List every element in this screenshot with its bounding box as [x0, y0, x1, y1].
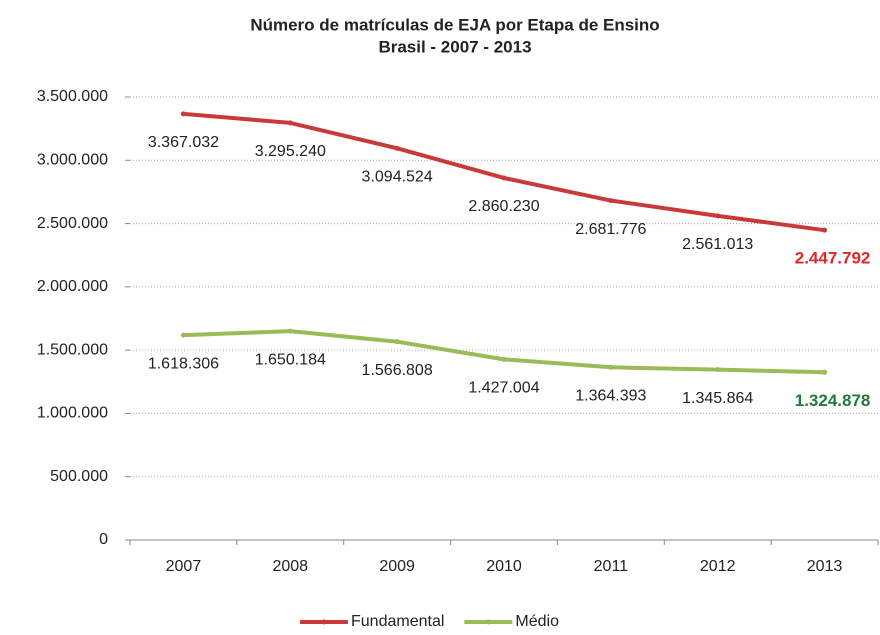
data-label: 1.618.306 — [148, 355, 219, 372]
point — [180, 332, 186, 338]
point — [501, 356, 507, 362]
legend-label: Médio — [515, 613, 559, 630]
data-label: 1.566.808 — [362, 362, 433, 379]
point — [822, 227, 828, 233]
data-label: 2.447.792 — [795, 249, 871, 268]
x-tick-label: 2011 — [594, 558, 629, 575]
data-label: 1.650.184 — [255, 351, 326, 368]
x-tick-label: 2012 — [700, 558, 736, 575]
y-tick-label: 2.000.000 — [37, 278, 108, 295]
y-tick-label: 2.500.000 — [37, 215, 108, 232]
x-tick-label: 2009 — [379, 558, 415, 575]
x-tick-label: 2007 — [166, 558, 202, 575]
legend-marker — [321, 619, 327, 625]
data-label: 1.427.004 — [468, 380, 539, 397]
data-label: 2.561.013 — [682, 236, 753, 253]
data-label: 2.681.776 — [575, 221, 646, 238]
data-label: 3.295.240 — [255, 143, 326, 160]
data-label: 1.324.878 — [795, 391, 871, 410]
point — [180, 111, 186, 117]
point — [287, 120, 293, 126]
legend-marker — [485, 619, 491, 625]
x-tick-label: 2010 — [486, 558, 522, 575]
legend-label: Fundamental — [351, 613, 444, 630]
point — [608, 364, 614, 370]
point — [394, 145, 400, 151]
y-tick-label: 1.500.000 — [37, 341, 108, 358]
point — [822, 369, 828, 375]
x-tick-label: 2008 — [272, 558, 308, 575]
point — [608, 198, 614, 204]
y-tick-label: 0 — [99, 531, 108, 548]
data-label: 2.860.230 — [468, 198, 539, 215]
x-tick-label: 2013 — [807, 558, 843, 575]
point — [501, 175, 507, 181]
data-label: 3.367.032 — [148, 134, 219, 151]
point — [394, 339, 400, 345]
point — [715, 213, 721, 219]
y-tick-label: 3.000.000 — [37, 152, 108, 169]
chart-title: Número de matrículas de EJA por Etapa de… — [250, 15, 659, 34]
data-label: 3.094.524 — [362, 169, 433, 186]
chart-subtitle: Brasil - 2007 - 2013 — [378, 37, 531, 56]
point — [715, 367, 721, 373]
data-label: 1.364.393 — [575, 388, 646, 405]
y-tick-label: 1.000.000 — [37, 405, 108, 422]
point — [287, 328, 293, 334]
data-label: 1.345.864 — [682, 390, 753, 407]
y-tick-label: 3.500.000 — [37, 88, 108, 105]
y-tick-label: 500.000 — [50, 468, 108, 485]
